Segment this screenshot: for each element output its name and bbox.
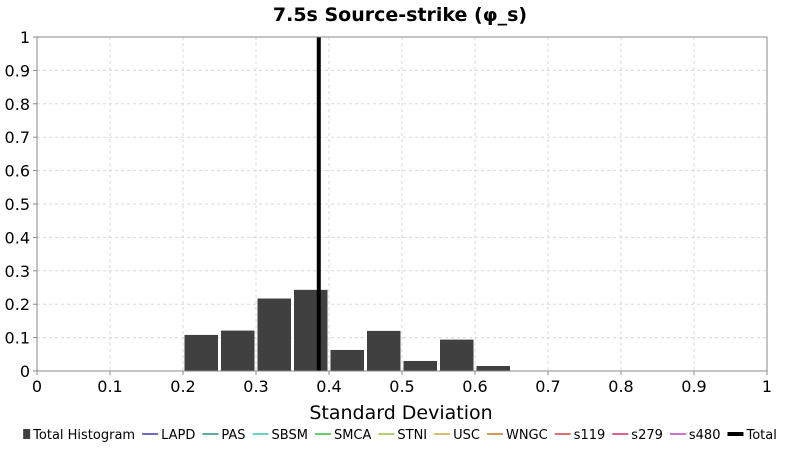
histogram-bar: [440, 339, 474, 371]
x-tick-label: 0.8: [608, 377, 633, 396]
legend-item: Total: [727, 428, 777, 443]
legend-item: s480: [669, 428, 721, 443]
x-tick-label: 1: [762, 377, 772, 396]
histogram-bar: [476, 365, 510, 371]
x-tick-label: 0.5: [389, 377, 414, 396]
histogram-bars: [184, 289, 510, 371]
legend-item: Total Histogram: [23, 428, 135, 443]
y-tick-label: 0.3: [5, 262, 30, 281]
x-tick-label: 0.2: [170, 377, 195, 396]
y-tick-label: 0.8: [5, 95, 30, 114]
legend-item: PAS: [202, 428, 246, 443]
x-tick-label: 0.4: [316, 377, 341, 396]
legend-label: SBSM: [272, 428, 308, 443]
y-tick-label: 0.1: [5, 329, 30, 348]
legend-label: PAS: [221, 428, 245, 443]
legend-label: Total Histogram: [32, 428, 135, 443]
legend-label: s119: [574, 428, 606, 443]
grid: [36, 36, 768, 372]
y-tick-label: 1: [20, 28, 30, 47]
legend-label: SMCA: [334, 428, 372, 443]
legend-item: s119: [554, 428, 606, 443]
legend-item: LAPD: [142, 428, 195, 443]
legend-label: s279: [631, 428, 663, 443]
x-tick-label: 0.3: [243, 377, 268, 396]
histogram-bar: [184, 334, 218, 371]
legend-label: USC: [453, 428, 480, 443]
x-tick-label: 0: [32, 377, 42, 396]
x-tick-label: 0.7: [535, 377, 560, 396]
legend-item: SBSM: [252, 428, 308, 443]
legend: Total Histogram LAPD PAS SBSM SMCA STNI USC WNG…: [23, 428, 777, 443]
legend-swatch: [23, 429, 31, 439]
legend-item: USC: [434, 428, 480, 443]
y-tick-label: 0.5: [5, 195, 30, 214]
legend-item: s279: [612, 428, 663, 443]
x-tick-label: 0.1: [97, 377, 122, 396]
y-axis: 0 0.1 0.2 0.3 0.4 0.5 0.6 0.7 0.8 0.9 1: [5, 28, 37, 381]
legend-label: LAPD: [161, 428, 195, 443]
legend-label: s480: [689, 428, 721, 443]
y-tick-label: 0.7: [5, 128, 30, 147]
histogram-bar: [257, 298, 291, 371]
histogram-bar: [221, 330, 255, 371]
histogram-bar: [330, 349, 364, 371]
histogram-bar: [367, 330, 401, 371]
x-tick-label: 0.9: [681, 377, 706, 396]
y-tick-label: 0.9: [5, 61, 30, 80]
x-axis: 0 0.1 0.2 0.3 0.4 0.5 0.6 0.7 0.8 0.9 1: [32, 371, 772, 396]
x-axis-label: Standard Deviation: [309, 402, 492, 424]
chart-title: 7.5s Source-strike (φ_s): [273, 4, 527, 26]
y-tick-label: 0.2: [5, 295, 30, 314]
y-tick-label: 0: [20, 362, 30, 381]
legend-item: WNGC: [486, 428, 548, 443]
legend-label: WNGC: [506, 428, 548, 443]
histogram-bar: [403, 360, 437, 371]
legend-item: SMCA: [314, 428, 372, 443]
legend-label: Total: [745, 428, 776, 443]
y-tick-label: 0.6: [5, 162, 30, 181]
x-tick-label: 0.6: [462, 377, 487, 396]
histogram-bar: [294, 289, 328, 371]
y-tick-label: 0.4: [5, 228, 30, 247]
legend-label: STNI: [397, 428, 427, 443]
legend-item: STNI: [378, 428, 427, 443]
